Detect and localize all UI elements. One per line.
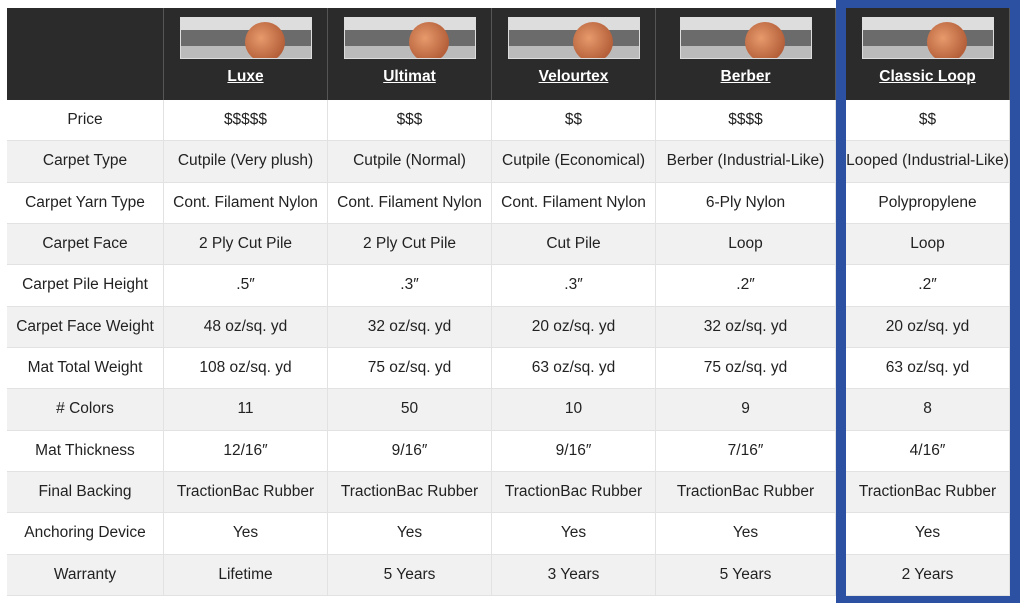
table-cell: Cutpile (Normal) (328, 141, 492, 183)
table-cell: 2 Ply Cut Pile (164, 224, 328, 266)
table-cell: $$$$$ (164, 100, 328, 142)
table-cell: Yes (846, 513, 1010, 555)
table-cell: $$$$ (656, 100, 836, 142)
table-cell: .5″ (164, 265, 328, 307)
table-cell: Yes (492, 513, 656, 555)
table-cell: Yes (656, 513, 836, 555)
table-cell: 9 (656, 389, 836, 431)
table-cell: TractionBac Rubber (164, 472, 328, 514)
table-cell: 9/16″ (328, 430, 492, 472)
table-cell: Yes (164, 513, 328, 555)
column-header: Velourtex (492, 8, 656, 100)
table-cell: 3 Years (492, 554, 656, 596)
row-label: Carpet Face (7, 224, 164, 266)
table-cell: Polypropylene (846, 182, 1010, 224)
table-cell: Lifetime (164, 554, 328, 596)
carpet-sample-image (507, 17, 640, 59)
row-label: Mat Total Weight (7, 348, 164, 390)
table-cell: $$ (492, 100, 656, 142)
row-label: Warranty (7, 554, 164, 596)
table-cell: 10 (492, 389, 656, 431)
column-link[interactable]: Classic Loop (879, 68, 976, 85)
table-cell: TractionBac Rubber (846, 472, 1010, 514)
row-label: Anchoring Device (7, 513, 164, 555)
header-corner (7, 8, 164, 100)
column-header: Luxe (164, 8, 328, 100)
table-cell: 108 oz/sq. yd (164, 348, 328, 390)
row-label: Carpet Pile Height (7, 265, 164, 307)
column-header: Berber (656, 8, 836, 100)
table-cell: TractionBac Rubber (328, 472, 492, 514)
table-cell: Yes (328, 513, 492, 555)
column-link[interactable]: Ultimat (383, 68, 436, 85)
table-cell: $$$ (328, 100, 492, 142)
table-cell: 5 Years (656, 554, 836, 596)
table-cell: Loop (846, 224, 1010, 266)
table-cell: .3″ (328, 265, 492, 307)
table-cell: Cutpile (Economical) (492, 141, 656, 183)
column-header: Ultimat (328, 8, 492, 100)
table-cell: Cutpile (Very plush) (164, 141, 328, 183)
table-cell: Cont. Filament Nylon (164, 182, 328, 224)
table-cell: TractionBac Rubber (656, 472, 836, 514)
table-cell: Cont. Filament Nylon (492, 182, 656, 224)
table-cell: 8 (846, 389, 1010, 431)
row-label: # Colors (7, 389, 164, 431)
column-header: Classic Loop (846, 8, 1010, 100)
table-cell: .2″ (846, 265, 1010, 307)
carpet-sample-image (861, 17, 994, 59)
table-cell: 50 (328, 389, 492, 431)
table-cell: 4/16″ (846, 430, 1010, 472)
table-cell: 2 Ply Cut Pile (328, 224, 492, 266)
table-cell: 75 oz/sq. yd (656, 348, 836, 390)
table-cell: TractionBac Rubber (492, 472, 656, 514)
table-cell: 20 oz/sq. yd (846, 306, 1010, 348)
table-cell: Looped (Industrial-Like) (846, 141, 1010, 183)
table-cell: 2 Years (846, 554, 1010, 596)
row-label: Carpet Type (7, 141, 164, 183)
table-cell: 6-Ply Nylon (656, 182, 836, 224)
table-cell: 32 oz/sq. yd (328, 306, 492, 348)
table-cell: $$ (846, 100, 1010, 142)
table-cell: 12/16″ (164, 430, 328, 472)
table-cell: 9/16″ (492, 430, 656, 472)
row-label: Carpet Yarn Type (7, 182, 164, 224)
column-link[interactable]: Luxe (227, 68, 264, 85)
table-cell: Loop (656, 224, 836, 266)
table-cell: 7/16″ (656, 430, 836, 472)
table-cell: .2″ (656, 265, 836, 307)
table-cell: 75 oz/sq. yd (328, 348, 492, 390)
carpet-sample-image (679, 17, 812, 59)
table-cell: 11 (164, 389, 328, 431)
table-cell: Berber (Industrial-Like) (656, 141, 836, 183)
table-cell: 63 oz/sq. yd (846, 348, 1010, 390)
table-cell: Cut Pile (492, 224, 656, 266)
table-cell: 32 oz/sq. yd (656, 306, 836, 348)
row-label: Mat Thickness (7, 430, 164, 472)
row-label: Carpet Face Weight (7, 306, 164, 348)
table-cell: 48 oz/sq. yd (164, 306, 328, 348)
table-cell: 5 Years (328, 554, 492, 596)
table-cell: 63 oz/sq. yd (492, 348, 656, 390)
column-link[interactable]: Berber (720, 68, 771, 85)
column-link[interactable]: Velourtex (538, 68, 609, 85)
row-label: Final Backing (7, 472, 164, 514)
carpet-sample-image (343, 17, 476, 59)
carpet-sample-image (179, 17, 312, 59)
table-cell: .3″ (492, 265, 656, 307)
table-cell: Cont. Filament Nylon (328, 182, 492, 224)
table-cell: 20 oz/sq. yd (492, 306, 656, 348)
row-label: Price (7, 100, 164, 142)
